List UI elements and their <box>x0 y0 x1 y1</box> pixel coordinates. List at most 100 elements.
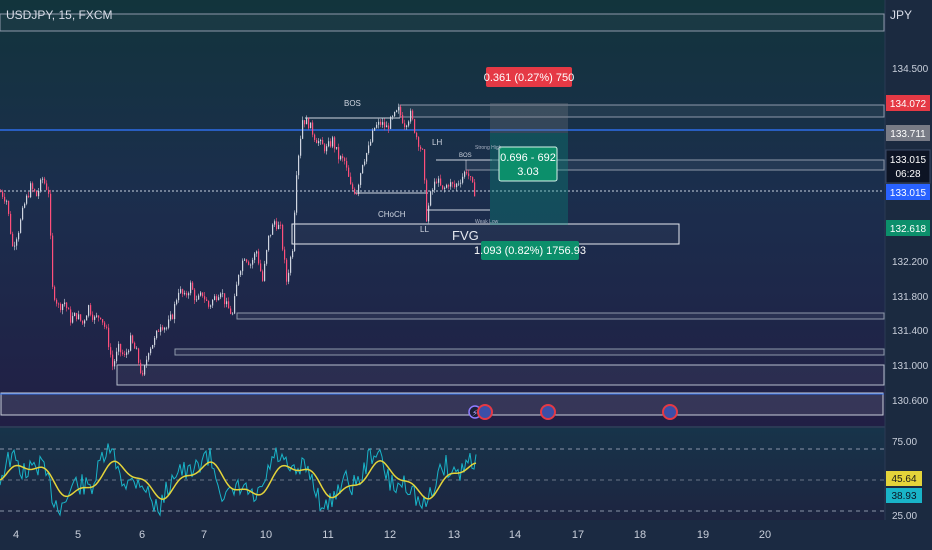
candle-body <box>216 296 218 301</box>
candle-body <box>102 319 104 323</box>
price-label-gray-box <box>886 125 930 141</box>
candle-body <box>114 361 116 367</box>
time-tick: 5 <box>75 529 81 541</box>
candle-body <box>404 123 406 128</box>
candle-body <box>220 293 222 298</box>
candle-body <box>70 309 72 323</box>
candle-body <box>182 289 184 295</box>
candle-body <box>448 185 450 187</box>
candle-body <box>240 271 242 275</box>
high-zone <box>399 104 885 118</box>
candle-body <box>432 189 434 192</box>
candle-body <box>458 183 460 185</box>
price-label-red-box <box>886 95 930 111</box>
candle-body <box>352 184 354 189</box>
candle-body <box>320 140 322 142</box>
candle-body <box>468 173 470 177</box>
candle-body <box>88 305 90 316</box>
time-tick: 10 <box>260 529 272 541</box>
short-target-label-box <box>481 241 579 260</box>
candle-body <box>4 196 6 202</box>
candle-body <box>16 239 18 246</box>
candle-body <box>242 260 244 272</box>
candle-body <box>138 348 140 363</box>
candle-body <box>336 147 338 149</box>
zone-bottom <box>0 392 884 416</box>
candle-body <box>54 286 56 300</box>
candle-body <box>344 158 346 162</box>
candle-body <box>106 326 108 328</box>
candle-body <box>354 188 356 194</box>
candle-body <box>418 137 420 147</box>
candle-body <box>360 173 362 185</box>
candle-body <box>226 301 228 305</box>
candle-body <box>306 118 308 125</box>
oscillator-teal-line <box>0 443 477 517</box>
symbol-title[interactable]: USDJPY, 15, FXCM <box>6 8 113 22</box>
candle-body <box>294 212 296 251</box>
us-flag-icon[interactable] <box>477 404 493 420</box>
candle-body <box>372 130 374 142</box>
lightning-icon: ⚡ <box>472 409 478 419</box>
candle-body <box>96 315 98 317</box>
zone-low-1 <box>116 364 885 386</box>
candle-body <box>374 127 376 131</box>
us-flag-icon[interactable] <box>662 404 678 420</box>
candle-body <box>152 344 154 349</box>
candle-body <box>12 233 14 247</box>
candle-body <box>406 125 408 128</box>
price-label-current: 133.015 <box>890 155 927 166</box>
candle-body <box>110 347 112 355</box>
candle-body <box>260 263 262 272</box>
candle-body <box>232 313 234 315</box>
candle-body <box>470 176 472 178</box>
candle-body <box>208 300 210 307</box>
candle-body <box>244 259 246 261</box>
candle-body <box>434 181 436 190</box>
candle-body <box>422 148 424 150</box>
candle-body <box>410 110 412 122</box>
candle-body <box>284 249 286 260</box>
candle-body <box>466 171 468 174</box>
price-axis[interactable]: 134.500 132.200 131.800 131.400 131.000 … <box>885 64 931 522</box>
candle-body <box>202 292 204 297</box>
candle-body <box>56 299 58 304</box>
candle-body <box>116 351 118 362</box>
candle-body <box>338 147 340 160</box>
candle-body <box>444 187 446 189</box>
candle-body <box>322 140 324 145</box>
candle-body <box>186 293 188 296</box>
time-tick: 17 <box>572 529 584 541</box>
price-axis-background <box>885 0 932 520</box>
candle-body <box>108 327 110 348</box>
candle-body <box>112 354 114 367</box>
candle-body <box>160 327 162 332</box>
candle-body <box>224 293 226 305</box>
candle-body <box>126 352 128 355</box>
candle-body <box>2 191 4 197</box>
candle-body <box>68 308 70 310</box>
candle-body <box>402 115 404 124</box>
candle-body <box>384 122 386 128</box>
candle-body <box>302 120 304 139</box>
economic-events[interactable]: ⚡ <box>468 404 678 420</box>
zone-low-2 <box>174 348 885 356</box>
candle-body <box>420 146 422 149</box>
candle-body <box>316 139 318 144</box>
structure-zones <box>0 13 885 416</box>
time-axis[interactable]: 4 5 6 7 10 11 12 13 14 17 18 19 20 <box>13 529 771 541</box>
candle-body <box>426 180 428 222</box>
short-target-label: 1.093 (0.82%) 1756.93 <box>474 245 586 257</box>
zone-mid <box>236 312 885 320</box>
candle-body <box>48 189 50 194</box>
us-flag-icon[interactable] <box>540 404 556 420</box>
candle-body <box>84 320 86 324</box>
oscillator-yellow-line <box>0 460 477 500</box>
time-axis-background <box>0 520 932 550</box>
candle-body <box>200 292 202 296</box>
time-tick: 18 <box>634 529 646 541</box>
short-position-tool[interactable]: 0.361 (0.27%) 750 0.696 - 692 3.03 1.093… <box>474 67 586 260</box>
candle-body <box>10 213 12 234</box>
